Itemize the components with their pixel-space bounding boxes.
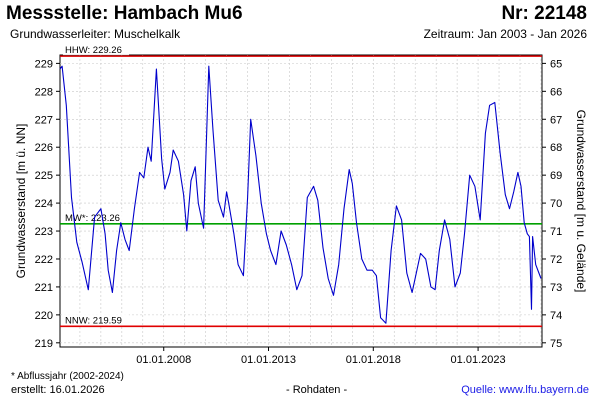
y-tick-label-left: 219 bbox=[35, 338, 53, 350]
y-tick-label-right: 65 bbox=[550, 58, 562, 70]
y-tick-label-right: 71 bbox=[550, 226, 562, 238]
y-axis-label-left: Grundwasserstand [m ü. NN] bbox=[14, 124, 28, 279]
y-tick-label-right: 66 bbox=[550, 86, 562, 98]
y-tick-label-right: 72 bbox=[550, 254, 562, 266]
grid-layer bbox=[60, 55, 542, 347]
y-tick-label-right: 69 bbox=[550, 170, 562, 182]
y-tick-label-right: 74 bbox=[550, 310, 562, 322]
y-tick-label-right: 67 bbox=[550, 114, 562, 126]
y-tick-label-left: 229 bbox=[35, 58, 53, 70]
created-date: erstellt: 16.01.2026 bbox=[11, 384, 105, 396]
y-tick-label-right: 75 bbox=[550, 338, 562, 350]
axis-layer: 219 220 221 222 223 224 225 226 227 228 229 65 66 67 6… bbox=[35, 58, 563, 366]
reference-label: MW*: 223.26 bbox=[65, 213, 120, 224]
reference-label-bg bbox=[63, 44, 129, 56]
groundwater-level-series bbox=[59, 65, 542, 324]
station-number: Nr: 22148 bbox=[501, 3, 587, 24]
y-tick-label-left: 225 bbox=[35, 170, 53, 182]
reference-label-bg bbox=[63, 314, 129, 326]
x-tick-label: 01.01.2008 bbox=[136, 354, 191, 366]
reference-label: HHW: 229.26 bbox=[65, 45, 122, 56]
y-tick-label-left: 224 bbox=[35, 198, 53, 210]
period-label: Zeitraum: Jan 2003 - Jan 2026 bbox=[423, 27, 587, 41]
reference-label-bg bbox=[63, 211, 129, 223]
footnote: * Abflussjahr (2002-2024) bbox=[11, 371, 124, 382]
y-axis-label-right: Grundwasserstand [m u. Gelände] bbox=[574, 110, 588, 293]
y-tick-label-left: 226 bbox=[35, 142, 53, 154]
y-tick-label-left: 227 bbox=[35, 114, 53, 126]
reference-lines: HHW: 229.26 MW*: 223.26 NNW: 219.59 bbox=[60, 44, 542, 328]
x-tick-label: 01.01.2018 bbox=[346, 354, 401, 366]
y-tick-label-right: 68 bbox=[550, 142, 562, 154]
x-tick-label: 01.01.2013 bbox=[241, 354, 296, 366]
station-title: Messstelle: Hambach Mu6 bbox=[6, 3, 243, 24]
series-layer bbox=[59, 65, 542, 324]
x-tick-label: 01.01.2023 bbox=[451, 354, 506, 366]
y-tick-label-left: 228 bbox=[35, 86, 53, 98]
raw-data-label: - Rohdaten - bbox=[286, 384, 348, 396]
y-tick-label-right: 70 bbox=[550, 198, 562, 210]
y-tick-label-left: 220 bbox=[35, 310, 53, 322]
source-link[interactable]: Quelle: www.lfu.bayern.de bbox=[461, 384, 589, 396]
y-tick-label-left: 221 bbox=[35, 282, 53, 294]
y-tick-label-left: 222 bbox=[35, 254, 53, 266]
y-tick-label-left: 223 bbox=[35, 226, 53, 238]
y-tick-label-right: 73 bbox=[550, 282, 562, 294]
aquifer-label: Grundwasserleiter: Muschelkalk bbox=[10, 27, 181, 41]
reference-label: NNW: 219.59 bbox=[65, 315, 122, 326]
plot-frame bbox=[59, 54, 543, 348]
